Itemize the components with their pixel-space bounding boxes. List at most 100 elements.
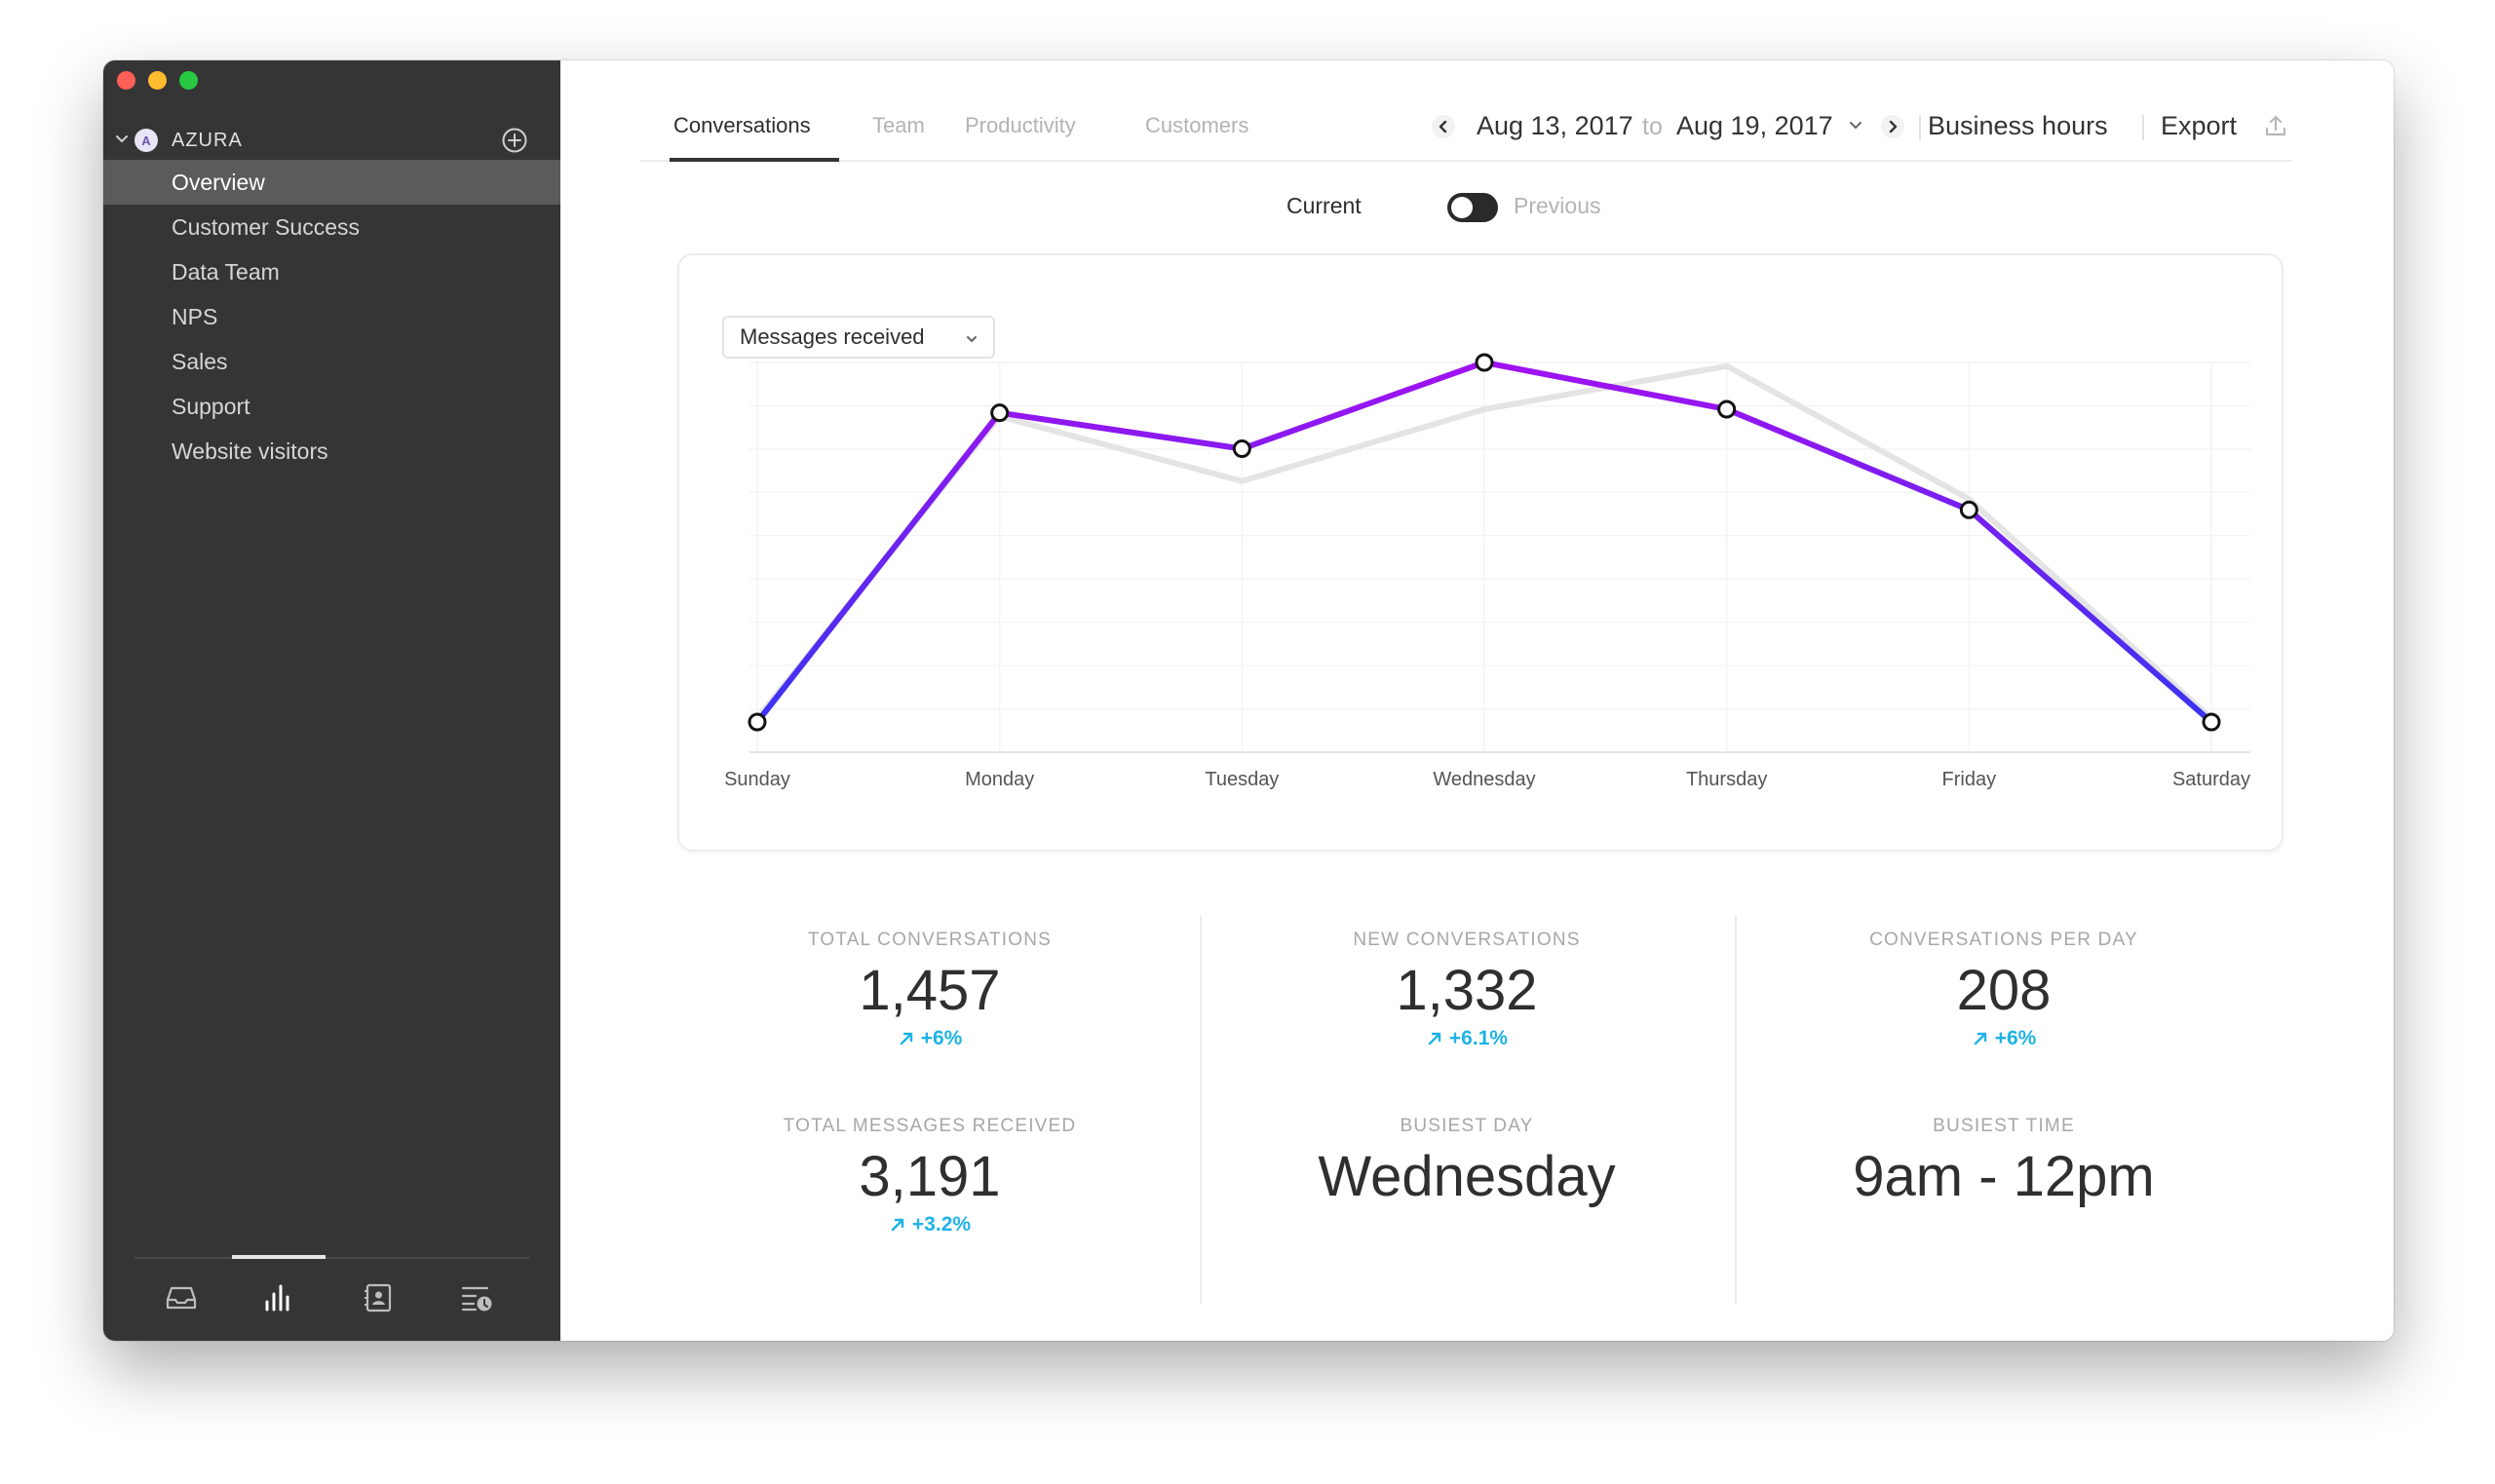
stat-label: BUSIEST TIME (1933, 1116, 2075, 1136)
sidebar-divider (134, 1257, 529, 1259)
contacts-icon[interactable] (359, 1278, 398, 1317)
data-point (1475, 353, 1494, 372)
date-range-separator: to (1642, 113, 1663, 140)
date-range-start[interactable]: Aug 13, 2017 (1477, 111, 1633, 140)
sidebar-item-sales[interactable]: Sales (103, 339, 560, 384)
messages-line-chart: Sunday Monday Tuesday Wednesday Thursday Frid… (724, 353, 2250, 790)
tab-team[interactable]: Team (872, 113, 925, 137)
stat-total-messages: TOTAL MESSAGES RECEIVED 3,191 +3.2% (663, 1116, 1197, 1238)
x-tick-label: Thursday (1686, 769, 1767, 790)
previous-label: Previous (1514, 193, 1601, 218)
x-tick-label: Friday (1942, 769, 1997, 790)
sidebar-item-label: Website visitors (172, 438, 328, 464)
app-window: A AZURA Overview Customer Success Data T… (103, 60, 2394, 1341)
current-label: Current (1286, 193, 1362, 218)
stat-value: 208 (1956, 959, 2052, 1022)
stat-value: 1,332 (1396, 959, 1538, 1022)
trend-up-icon (900, 1032, 912, 1046)
x-tick-label: Sunday (724, 769, 790, 790)
sidebar: A AZURA Overview Customer Success Data T… (103, 60, 560, 1341)
inbox-icon[interactable] (162, 1278, 201, 1317)
toggle-knob (1451, 197, 1473, 218)
sidebar-item-support[interactable]: Support (103, 384, 560, 429)
team-avatar: A (134, 129, 158, 152)
sidebar-item-label: Support (172, 393, 250, 419)
stat-value: 3,191 (859, 1145, 1001, 1208)
trend-up-icon (891, 1218, 904, 1232)
tab-conversations[interactable]: Conversations (673, 113, 811, 137)
sidebar-item-label: Customer Success (172, 213, 361, 240)
tab-customers[interactable]: Customers (1145, 113, 1249, 137)
sidebar-item-label: Overview (172, 169, 265, 195)
stat-value: 1,457 (859, 959, 1001, 1022)
chevron-down-icon[interactable] (113, 131, 131, 148)
x-tick-label: Tuesday (1205, 769, 1279, 790)
x-tick-label: Wednesday (1433, 769, 1535, 790)
data-point (748, 712, 767, 732)
stat-change-value: +6% (1994, 1027, 2037, 1049)
stat-change: +6% (898, 1027, 962, 1050)
metric-select[interactable]: Messages received (722, 316, 995, 359)
sidebar-item-label: Sales (172, 348, 228, 374)
tabs-divider (640, 160, 2291, 162)
stat-change: +6.1% (1426, 1027, 1508, 1050)
tab-productivity[interactable]: Productivity (965, 113, 1076, 137)
add-folder-icon[interactable] (501, 127, 528, 154)
stat-busiest-time: BUSIEST TIME 9am - 12pm (1737, 1116, 2271, 1207)
minimize-window-button[interactable] (148, 71, 167, 90)
business-hours-button[interactable]: Business hours (1928, 111, 2108, 140)
data-point (1959, 500, 1978, 519)
stats-divider (1200, 916, 1202, 1304)
stats-divider (1735, 916, 1737, 1304)
sidebar-item-nps[interactable]: NPS (103, 294, 560, 339)
data-point (1717, 400, 1737, 419)
stat-change-value: +6.1% (1448, 1027, 1509, 1049)
stat-change: +6% (1972, 1027, 2037, 1050)
stat-change: +3.2% (889, 1213, 971, 1237)
activity-log-icon[interactable] (458, 1278, 497, 1317)
stat-value: Wednesday (1318, 1145, 1616, 1208)
sidebar-item-customer-success[interactable]: Customer Success (103, 205, 560, 249)
reports-icon[interactable] (259, 1278, 298, 1317)
trend-up-icon (1428, 1032, 1441, 1046)
metric-select-value: Messages received (740, 324, 925, 349)
chevron-down-icon (967, 336, 977, 342)
sidebar-item-data-team[interactable]: Data Team (103, 249, 560, 294)
sidebar-item-label: Data Team (172, 258, 280, 285)
chevron-left-icon[interactable] (1431, 114, 1456, 139)
zoom-window-button[interactable] (179, 71, 198, 90)
active-tab-indicator (670, 158, 839, 162)
stat-label: NEW CONVERSATIONS (1353, 930, 1581, 950)
data-point (990, 403, 1010, 423)
main-content: Conversations Team Productivity Customer… (560, 60, 2394, 1341)
date-range-end[interactable]: Aug 19, 2017 (1676, 111, 1833, 140)
data-point (1232, 439, 1251, 459)
trend-up-icon (1974, 1032, 1986, 1046)
sidebar-item-website-visitors[interactable]: Website visitors (103, 429, 560, 474)
stat-label: TOTAL MESSAGES RECEIVED (783, 1116, 1077, 1136)
header-separator (1919, 115, 1921, 140)
active-section-indicator (232, 1255, 326, 1259)
sidebar-item-overview[interactable]: Overview (103, 160, 560, 205)
close-window-button[interactable] (117, 71, 135, 90)
compare-toggle[interactable] (1447, 193, 1498, 222)
chevron-right-icon[interactable] (1880, 114, 1905, 139)
stat-label: TOTAL CONVERSATIONS (807, 930, 1053, 950)
upload-icon[interactable] (2263, 113, 2288, 138)
stat-total-conversations: TOTAL CONVERSATIONS 1,457 +6% (663, 930, 1197, 1052)
chevron-down-icon[interactable] (1846, 115, 1865, 134)
stat-busiest-day: BUSIEST DAY Wednesday (1200, 1116, 1734, 1207)
window-controls (117, 71, 198, 90)
stat-value: 9am - 12pm (1853, 1145, 2155, 1208)
chart-card: Messages received Sunday Monday Tuesday Wed… (677, 253, 2284, 852)
team-header[interactable]: A AZURA (103, 121, 560, 160)
x-tick-label: Saturday (2172, 769, 2250, 790)
export-button[interactable]: Export (2161, 111, 2238, 140)
team-name: AZURA (172, 130, 243, 151)
stat-change-value: +3.2% (911, 1213, 972, 1236)
data-point (2202, 712, 2221, 732)
stat-new-conversations: NEW CONVERSATIONS 1,332 +6.1% (1200, 930, 1734, 1052)
stat-label: CONVERSATIONS PER DAY (1869, 930, 2138, 950)
sidebar-item-label: NPS (172, 303, 218, 329)
x-tick-label: Monday (965, 769, 1034, 790)
